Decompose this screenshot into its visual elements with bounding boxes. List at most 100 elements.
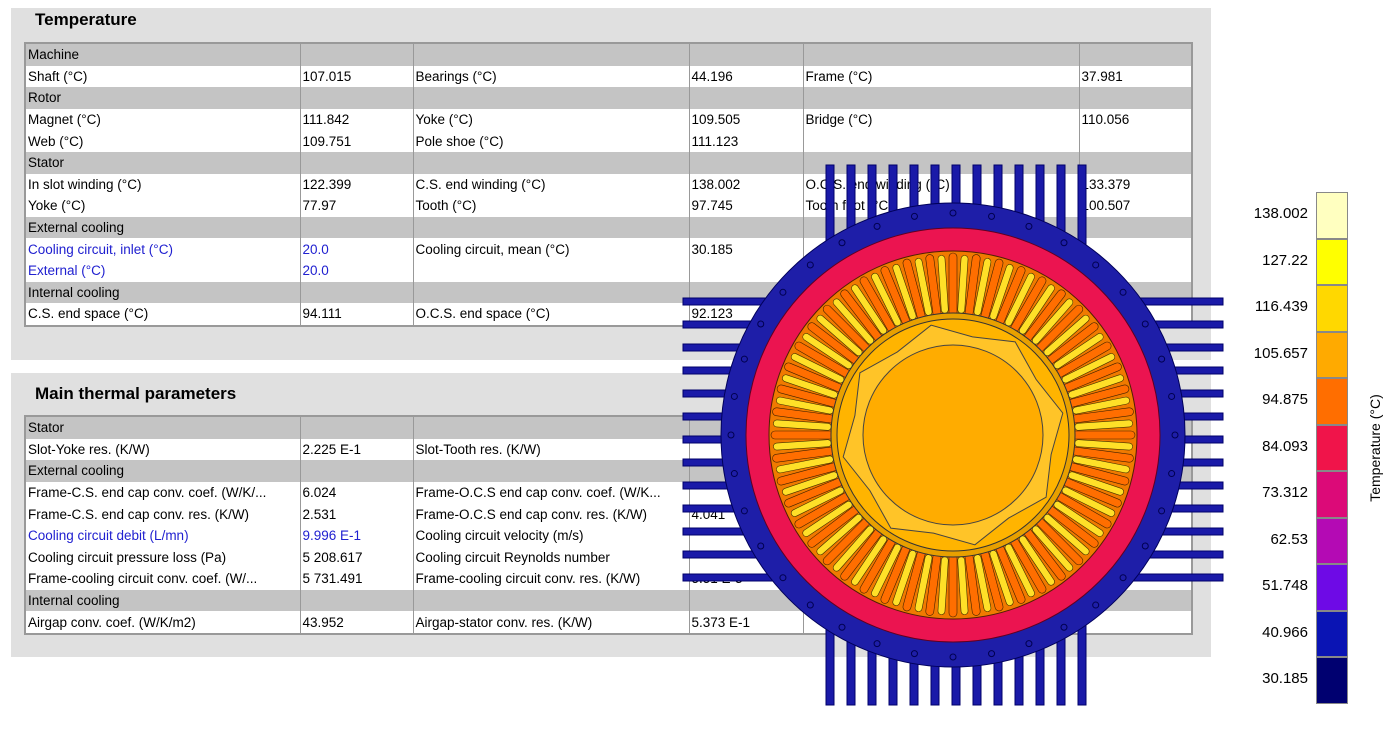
table-cell: 94.111 (299, 303, 413, 326)
table-cell: Frame (°C) (802, 65, 1079, 88)
table-cell (802, 43, 1079, 66)
table-cell (299, 151, 413, 174)
legend-label: 94.875 (1262, 391, 1308, 408)
bolt (1060, 623, 1068, 631)
table-cell: C.S. end space (°C) (24, 303, 300, 326)
bolt (1092, 601, 1100, 609)
table-cell (1078, 216, 1192, 239)
table-cell: Machine (24, 43, 300, 66)
table-cell (688, 216, 803, 239)
table-cell: Cooling circuit velocity (m/s) (412, 524, 689, 547)
table-cell: 111.842 (299, 108, 413, 131)
table-cell: 5 731.491 (299, 568, 413, 590)
table-cell: 20.0 (299, 259, 413, 282)
bolt (838, 239, 846, 247)
table-cell: 97.745 (688, 195, 803, 217)
bolt (988, 212, 996, 220)
table-cell: 2.225 E-1 (299, 438, 413, 461)
table-cell (688, 87, 803, 109)
table-cell: Stator (24, 416, 300, 439)
table-cell (688, 151, 803, 174)
table-row: Magnet (°C) 111.842 Yoke (°C) 109.505 Bridge… (24, 108, 1192, 131)
table-cell: Frame-cooling circuit conv. res. (K/W) (412, 568, 689, 590)
bolt (1060, 239, 1068, 247)
table-cell: 133.379 (1078, 173, 1192, 196)
bolt (730, 470, 738, 478)
table-cell: Bridge (°C) (802, 108, 1079, 131)
bolt (1168, 392, 1176, 400)
table-cell: 107.015 (299, 65, 413, 88)
table-cell: Yoke (°C) (24, 195, 300, 217)
table-row: In slot winding (°C) 122.399 C.S. end wind… (24, 173, 1192, 196)
section-row: Rotor (24, 87, 1192, 109)
table-cell (412, 589, 689, 612)
panel-title: Temperature (35, 10, 137, 29)
legend-label: 127.22 (1262, 251, 1308, 269)
table-cell: Frame-O.C.S end cap conv. res. (K/W) (412, 503, 689, 525)
legend-swatch (1316, 378, 1348, 425)
table-cell: Bearings (°C) (412, 65, 689, 88)
legend-title: Temperature (°C) (1367, 394, 1383, 502)
table-cell: 20.0 (299, 238, 413, 260)
table-cell: Yoke (°C) (412, 108, 689, 131)
table-cell (299, 281, 413, 304)
legend-swatch (1316, 238, 1348, 285)
table-cell: 5 208.617 (299, 546, 413, 569)
table-cell: 2.531 (299, 503, 413, 525)
table-cell (1078, 130, 1192, 152)
table-cell (1078, 611, 1192, 634)
table-cell: Frame-C.S. end cap conv. coef. (W/K/... (24, 481, 300, 504)
table-cell: Cooling circuit Reynolds number (412, 546, 689, 569)
table-cell: Stator (24, 151, 300, 174)
table-cell (299, 589, 413, 612)
table-cell: 100.507 (1078, 195, 1192, 217)
bolt (873, 640, 881, 648)
legend-swatch (1316, 657, 1348, 704)
table-cell: C.S. end winding (°C) (412, 173, 689, 196)
table-cell: 111.123 (688, 130, 803, 152)
table-cell (299, 43, 413, 66)
bolt (988, 650, 996, 658)
bolt (949, 653, 957, 661)
bolt (727, 431, 735, 439)
table-cell (299, 216, 413, 239)
bolt (1141, 542, 1149, 550)
table-cell: 37.981 (1078, 65, 1192, 88)
table-cell: Cooling circuit, mean (°C) (412, 238, 689, 260)
legend-swatch (1316, 610, 1348, 657)
legend-swatch (1316, 424, 1348, 471)
legend-label: 51.748 (1262, 577, 1308, 594)
table-cell (1078, 87, 1192, 109)
bolt (1025, 222, 1033, 230)
legend-label: 84.093 (1262, 437, 1308, 455)
section-row: Stator (24, 151, 1192, 174)
table-cell: 9.996 E-1 (299, 524, 413, 547)
table-cell: Tooth (°C) (412, 195, 689, 217)
table-cell (412, 416, 689, 439)
table-cell: Frame-O.C.S end cap conv. coef. (W/K... (412, 481, 689, 504)
bolt (910, 212, 918, 220)
legend-label: 73.312 (1262, 484, 1308, 501)
legend-label: 62.53 (1270, 530, 1308, 548)
table-cell: Magnet (°C) (24, 108, 300, 131)
table-cell: Cooling circuit debit (L/mn) (24, 524, 300, 547)
tooth (948, 252, 958, 318)
table-cell (688, 589, 803, 612)
table-cell: 5.373 E-1 (688, 611, 803, 634)
table-cell: Rotor (24, 87, 300, 109)
shaft (862, 344, 1044, 526)
table-cell: In slot winding (°C) (24, 173, 300, 196)
section-row: Machine (24, 43, 1192, 66)
table-cell: 44.196 (688, 65, 803, 88)
bolt (1119, 574, 1127, 582)
bolt (730, 392, 738, 400)
legend-label: 138.002 (1253, 205, 1308, 222)
table-cell: Shaft (°C) (24, 65, 300, 88)
table-cell: External cooling (24, 216, 300, 239)
table-cell: Airgap conv. coef. (W/K/m2) (24, 611, 300, 634)
table-cell: 109.505 (688, 108, 803, 131)
tooth (770, 430, 836, 440)
bolt (779, 574, 787, 582)
table-cell: Slot-Yoke res. (K/W) (24, 438, 300, 461)
bolt (838, 623, 846, 631)
